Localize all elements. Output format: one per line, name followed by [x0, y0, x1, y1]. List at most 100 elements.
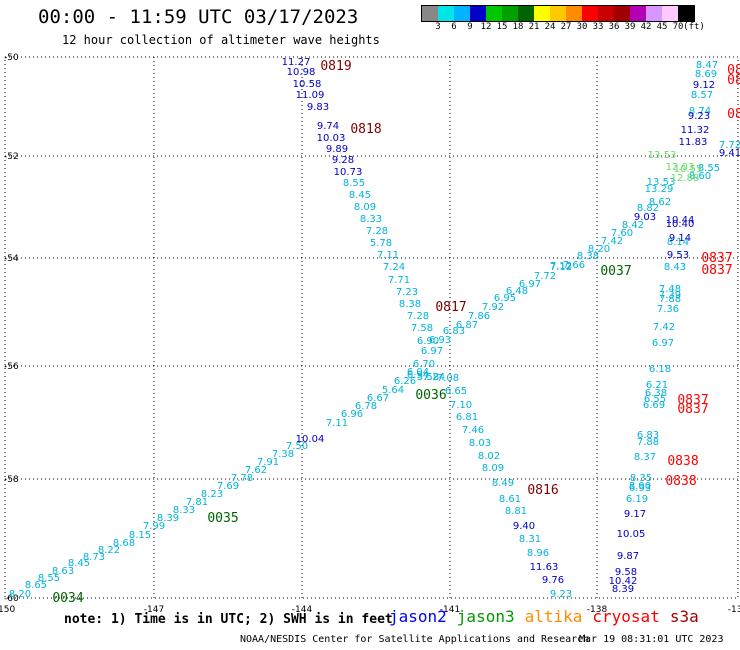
pass-label: 08 [727, 107, 740, 122]
wave-height-value: 7.88 [637, 437, 659, 448]
wave-height-value: 6.93 [429, 335, 451, 346]
wave-height-value: 10.05 [617, 529, 646, 540]
satellite-name: altika [524, 607, 583, 626]
legend-swatch [582, 6, 598, 21]
page-title: 00:00 - 11:59 UTC 03/17/2023 [38, 6, 359, 28]
pass-label: 0818 [350, 122, 381, 137]
wave-height-value: 13.53 [648, 150, 677, 161]
lon-tick-label: -135 [728, 605, 740, 615]
legend-label: 3 [435, 22, 441, 32]
wave-height-tracks: 8.208.658.558.638.458.738.228.688.157.99… [9, 57, 740, 600]
pass-label: 0837 [677, 393, 708, 408]
wave-height-value: 8.38 [577, 251, 599, 262]
wave-height-value: 8.55 [38, 573, 60, 584]
wave-height-value: 8.61 [499, 494, 521, 505]
legend-swatch [518, 6, 534, 21]
wave-height-value: 8.33 [360, 214, 382, 225]
wave-height-value: 7.86 [468, 311, 490, 322]
wave-height-value: 9.23 [550, 589, 572, 600]
wave-height-value: 11.83 [679, 137, 708, 148]
wave-height-value: 9.41 [719, 148, 740, 159]
wave-height-value: 6.83 [637, 430, 659, 441]
wave-height-value: 9.17 [624, 509, 646, 520]
wave-height-value: 6.55 [644, 394, 666, 405]
legend-label: 12 [480, 22, 492, 32]
wave-height-value: 7.48 [659, 284, 681, 295]
wave-height-value: 6.26 [394, 376, 416, 387]
wave-height-value: 5.78 [370, 238, 392, 249]
wave-height-value: 7.39 [659, 290, 681, 301]
wave-height-value: 8.02 [478, 451, 500, 462]
wave-height-value: 8.45 [349, 190, 371, 201]
wave-height-value: 7.24 [423, 372, 445, 383]
legend-swatch [438, 6, 454, 21]
wave-height-value: 13.29 [645, 184, 674, 195]
legend-label: 21 [528, 22, 540, 32]
lat-tick-label: -54 [4, 254, 19, 264]
pass-labels: 0819081808170816003600370035003408370837… [52, 59, 740, 606]
wave-height-value: 7.78 [231, 473, 253, 484]
wave-height-value: 8.82 [637, 203, 659, 214]
wave-height-value: 7.46 [462, 425, 484, 436]
wave-height-value: 7.88 [659, 294, 681, 305]
legend-label: 9 [467, 22, 473, 32]
wave-height-value: 6.65 [445, 386, 467, 397]
lat-tick-label: -60 [4, 594, 19, 604]
wave-height-value: 6.90 [417, 336, 439, 347]
wave-height-value: 5.64 [382, 385, 404, 396]
wave-height-value: 8.23 [201, 489, 223, 500]
wave-height-value: 7.08 [437, 373, 459, 384]
legend-swatch [502, 6, 518, 21]
wave-height-value: 6.38 [645, 388, 667, 399]
wave-height-value: 8.60 [689, 171, 711, 182]
wave-height-value: 12.03 [666, 162, 695, 173]
legend-label: 33 [592, 22, 604, 32]
lat-tick-label: -50 [4, 53, 19, 63]
wave-height-value: 10.58 [293, 79, 322, 90]
wave-height-value: 8.68 [113, 538, 135, 549]
wave-height-value: 7.62 [245, 465, 267, 476]
wave-height-value: 8.39 [157, 513, 179, 524]
wave-height-value: 8.15 [129, 530, 151, 541]
pass-label: 08 [727, 63, 740, 78]
lat-tick-label: -52 [4, 152, 19, 162]
wave-height-value: 10.98 [287, 67, 316, 78]
wave-height-value: 8.03 [469, 438, 491, 449]
legend-swatch [598, 6, 614, 21]
legend-swatch [422, 6, 438, 21]
wave-height-value: 7.11 [326, 418, 348, 429]
wave-height-value: 8.20 [588, 244, 610, 255]
wave-height-value: 8.96 [527, 548, 549, 559]
legend-swatch [550, 6, 566, 21]
lon-tick-label: -141 [440, 605, 460, 615]
legend-unit: (ft) [683, 22, 705, 32]
wave-height-value: 6.97 [421, 346, 443, 357]
legend-label: 70 [672, 22, 684, 32]
legend-swatch [566, 6, 582, 21]
lat-tick-label: -56 [4, 362, 19, 372]
pass-label: 0837 [701, 263, 732, 278]
wave-height-value: 10.04 [296, 434, 325, 445]
wave-height-value: 7.69 [217, 481, 239, 492]
pass-label: 0037 [600, 264, 631, 279]
wave-height-value: 10.44 [666, 215, 695, 226]
wave-height-value: 6.19 [626, 494, 648, 505]
wave-height-value: 9.28 [332, 155, 354, 166]
legend-swatch [662, 6, 678, 21]
wave-height-value: 7.11 [377, 250, 399, 261]
wave-height-value: 8.09 [482, 463, 504, 474]
legend-label: 36 [608, 22, 620, 32]
legend-label: 39 [624, 22, 636, 32]
wave-height-value: 10.03 [317, 133, 346, 144]
wave-height-value: 9.83 [307, 102, 329, 113]
wave-height-value: 8.38 [399, 299, 421, 310]
wave-height-value: 7.99 [143, 521, 165, 532]
wave-height-value: 9.89 [326, 144, 348, 155]
wave-height-value: 8.62 [649, 197, 671, 208]
legend-label: 45 [656, 22, 668, 32]
wave-height-value: 6.93 [629, 483, 651, 494]
wave-height-value: 6.94 [407, 370, 429, 381]
pass-label: 0819 [320, 59, 351, 74]
wave-height-value: 9.12 [693, 80, 715, 91]
wave-height-value: 8.65 [25, 580, 47, 591]
